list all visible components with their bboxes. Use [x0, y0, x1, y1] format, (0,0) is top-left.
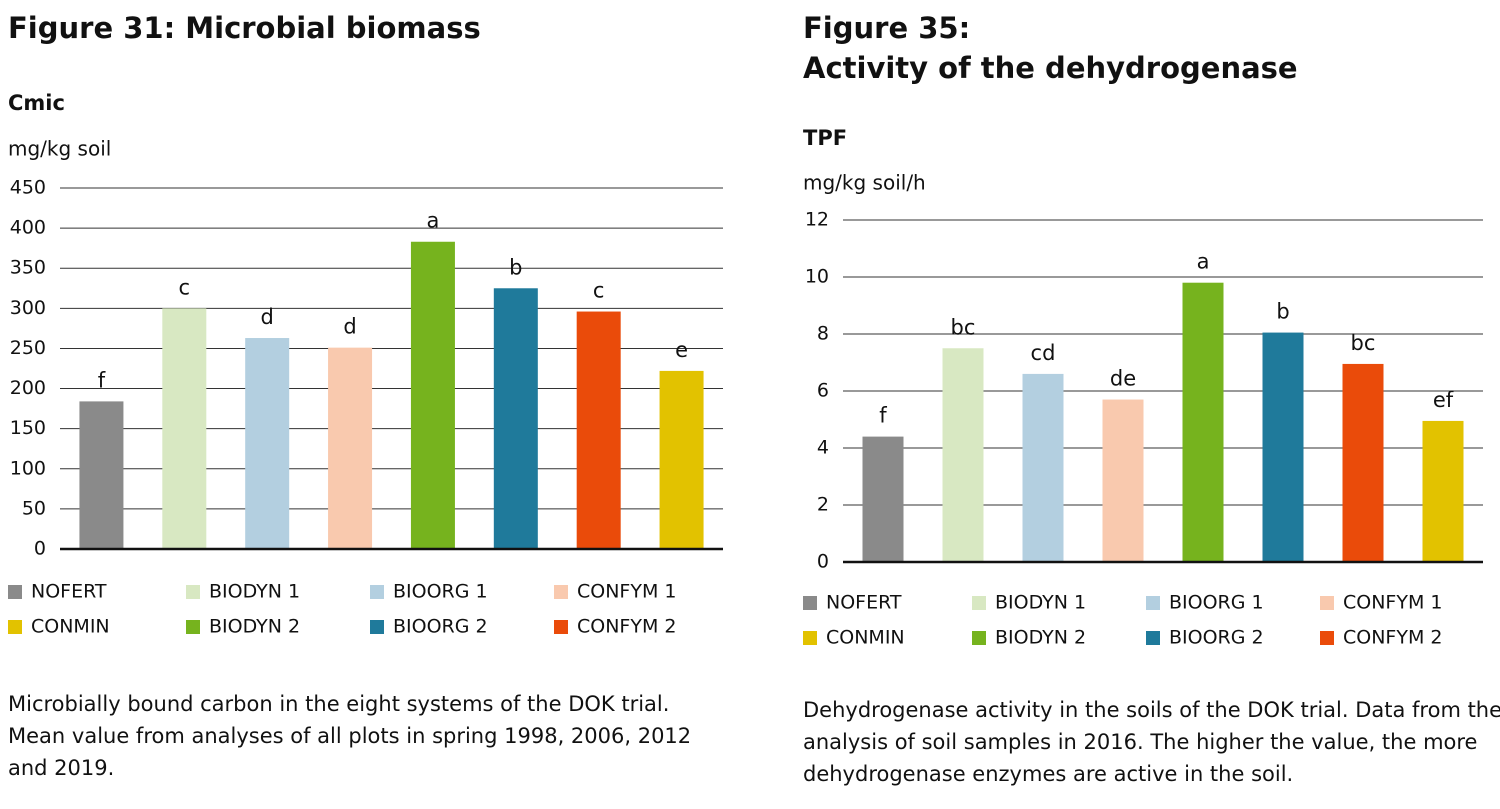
legend-swatch — [803, 596, 817, 610]
legend-label: NOFERT — [31, 581, 107, 603]
bar — [1422, 420, 1464, 562]
legend-label: CONFYM 1 — [1343, 592, 1443, 614]
bar-annotation: bc — [951, 315, 976, 339]
y-tick-label: 0 — [817, 551, 829, 573]
bar-annotation: c — [179, 275, 191, 299]
caption: Dehydrogenase activity in the soils of t… — [803, 698, 1500, 722]
caption: and 2019. — [8, 756, 114, 780]
subtitle: TPF — [803, 126, 847, 150]
legend-swatch — [972, 596, 986, 610]
legend-label: BIOORG 2 — [393, 616, 488, 638]
legend-label: BIOORG 1 — [393, 581, 488, 603]
legend-swatch — [1146, 631, 1160, 645]
bar-annotation: a — [427, 209, 440, 233]
legend-swatch — [186, 585, 200, 599]
bar-annotation: de — [1110, 367, 1136, 391]
bar-annotation: b — [509, 255, 522, 279]
legend-label: CONFYM 2 — [1343, 627, 1443, 649]
legend-label: BIOORG 1 — [1169, 592, 1264, 614]
y-tick-label: 12 — [805, 209, 829, 231]
bar — [162, 308, 207, 549]
bar-annotation: d — [261, 305, 274, 329]
y-tick-label: 2 — [817, 494, 829, 516]
y-tick-label: 50 — [22, 497, 46, 519]
caption: analysis of soil samples in 2016. The hi… — [803, 730, 1477, 754]
bar-annotation: c — [593, 279, 605, 303]
bar — [659, 370, 704, 549]
bar — [1262, 332, 1304, 562]
y-tick-label: 300 — [10, 297, 46, 319]
legend-label: NOFERT — [826, 592, 902, 614]
legend-label: BIODYN 2 — [209, 616, 300, 638]
bar — [410, 241, 455, 549]
y-tick-label: 0 — [34, 538, 46, 560]
y-tick-label: 100 — [10, 457, 46, 479]
bar-annotation: cd — [1031, 341, 1056, 365]
bar — [1342, 363, 1384, 562]
bar-annotation: ef — [1433, 388, 1454, 412]
legend-swatch — [1320, 596, 1334, 610]
legend-label: CONFYM 2 — [577, 616, 677, 638]
bar — [79, 401, 124, 549]
legend-swatch — [972, 631, 986, 645]
subtitle: Cmic — [8, 91, 65, 115]
y-tick-label: 150 — [10, 417, 46, 439]
legend-label: BIODYN 1 — [995, 592, 1086, 614]
y-axis-label: mg/kg soil/h — [803, 171, 926, 195]
y-tick-label: 400 — [10, 217, 46, 239]
caption: Microbially bound carbon in the eight sy… — [8, 692, 669, 716]
legend-swatch — [8, 620, 22, 634]
bar — [862, 436, 904, 562]
bar — [576, 311, 621, 549]
caption: dehydrogenase enzymes are active in the … — [803, 762, 1293, 786]
legend-label: CONMIN — [31, 616, 110, 638]
y-tick-label: 8 — [817, 323, 829, 345]
legend-swatch — [186, 620, 200, 634]
y-tick-label: 450 — [10, 177, 46, 199]
y-tick-label: 250 — [10, 337, 46, 359]
chart-title: Activity of the dehydrogenase — [803, 51, 1298, 85]
legend-label: CONMIN — [826, 627, 905, 649]
bar-annotation: a — [1197, 250, 1210, 274]
legend-swatch — [1146, 596, 1160, 610]
chart-title: Figure 31: Microbial biomass — [8, 11, 481, 45]
bar-annotation: f — [879, 404, 887, 428]
y-tick-label: 10 — [805, 266, 829, 288]
bar-annotation: bc — [1351, 331, 1376, 355]
legend-swatch — [803, 631, 817, 645]
bar — [1182, 282, 1224, 562]
bar — [1022, 373, 1064, 562]
chart-title: Figure 35: — [803, 11, 970, 45]
legend-label: CONFYM 1 — [577, 581, 677, 603]
bar — [328, 347, 373, 549]
bar-annotation: b — [1276, 300, 1289, 324]
bar — [493, 288, 538, 549]
legend-label: BIOORG 2 — [1169, 627, 1264, 649]
y-tick-label: 350 — [10, 257, 46, 279]
legend-swatch — [370, 620, 384, 634]
legend-label: BIODYN 2 — [995, 627, 1086, 649]
legend-swatch — [554, 620, 568, 634]
bar-annotation: e — [675, 338, 688, 362]
bar — [245, 338, 290, 549]
caption: Mean value from analyses of all plots in… — [8, 724, 691, 748]
legend-label: BIODYN 1 — [209, 581, 300, 603]
y-tick-label: 200 — [10, 377, 46, 399]
y-axis-label: mg/kg soil — [8, 137, 111, 161]
y-tick-label: 6 — [817, 380, 829, 402]
legend-swatch — [370, 585, 384, 599]
y-tick-label: 4 — [817, 437, 829, 459]
bar-annotation: f — [98, 368, 106, 392]
legend-swatch — [554, 585, 568, 599]
legend-swatch — [8, 585, 22, 599]
bar — [942, 348, 984, 562]
bar-annotation: d — [343, 315, 356, 339]
bar — [1102, 399, 1144, 562]
legend-swatch — [1320, 631, 1334, 645]
